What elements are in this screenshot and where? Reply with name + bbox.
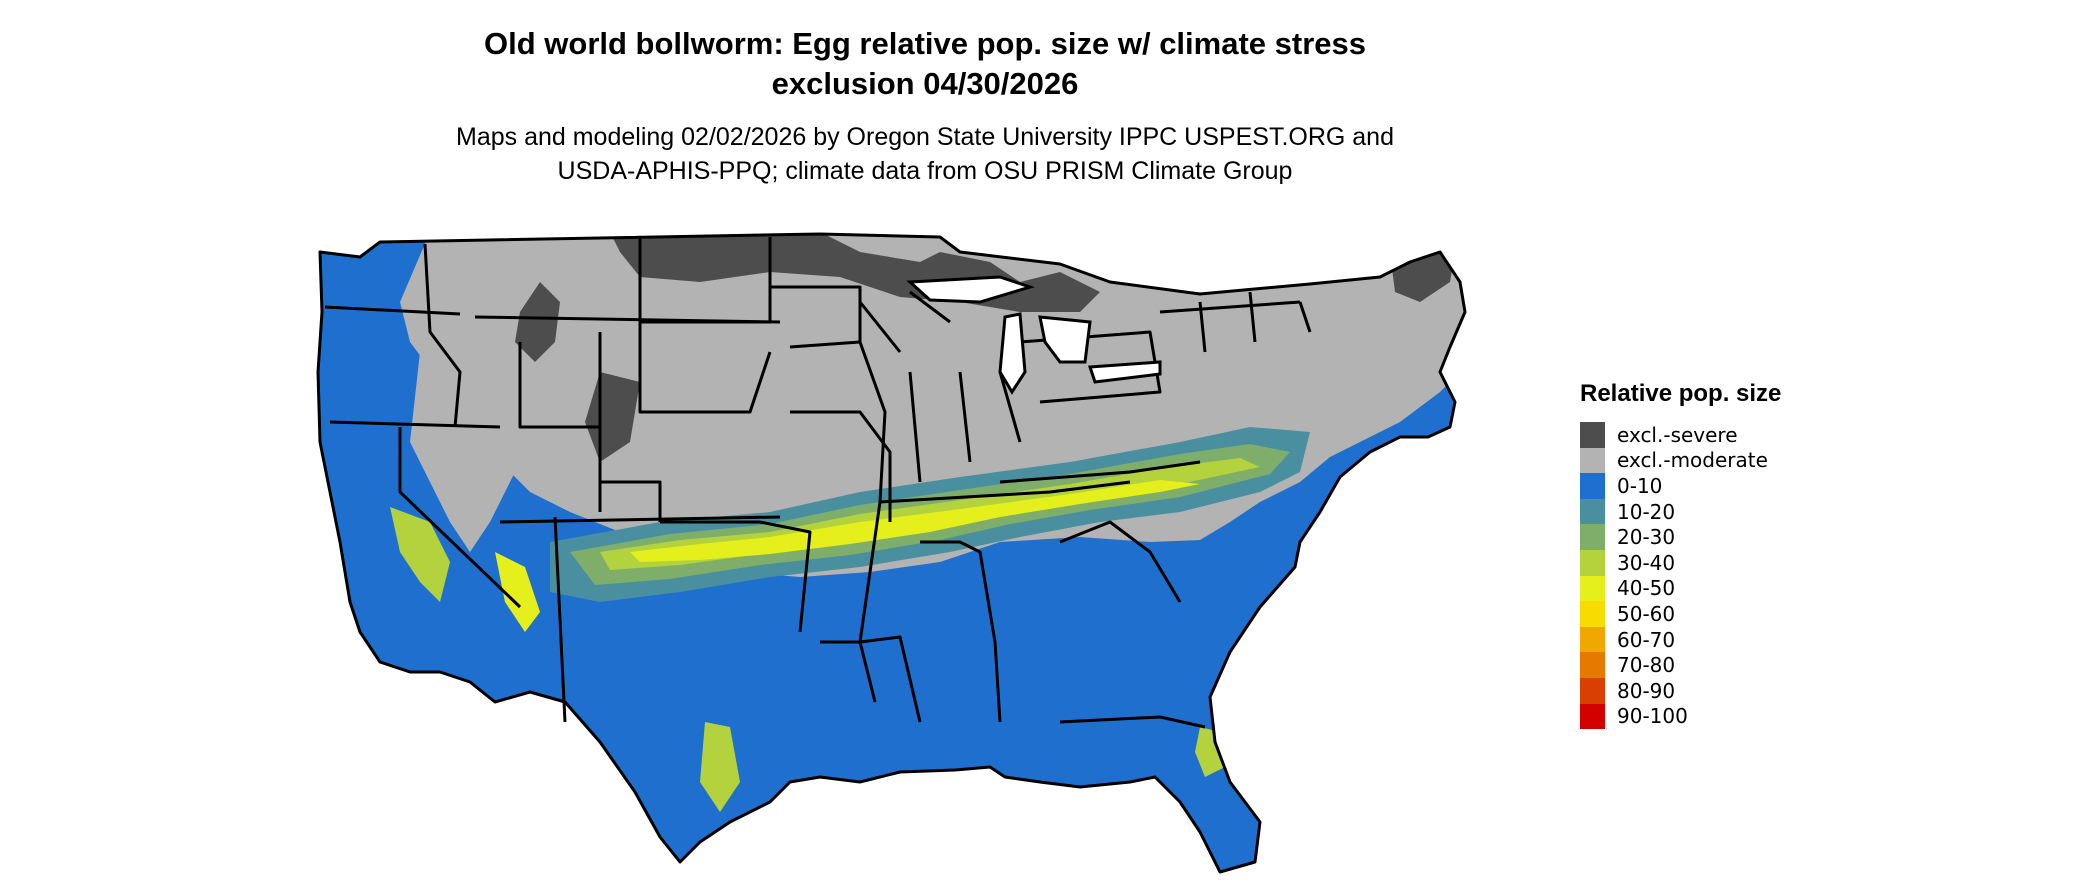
state-border-nd-sd xyxy=(638,237,772,324)
title-line-2: exclusion 04/30/2026 xyxy=(771,66,1079,101)
legend-swatch xyxy=(1580,677,1605,704)
state-border-nv-ca xyxy=(398,427,522,609)
legend-item: 0-10 xyxy=(1580,473,1781,499)
excl-moderate-west-region xyxy=(410,352,530,552)
legend-label: 10-20 xyxy=(1617,499,1676,524)
legend-swatch xyxy=(1580,549,1605,576)
lake-superior xyxy=(906,275,1035,304)
desert-arizona-region xyxy=(495,552,540,632)
state-border-il-in-oh xyxy=(908,371,1022,483)
legend-swatch xyxy=(1580,703,1605,730)
lake-erie xyxy=(1087,360,1162,384)
us-map xyxy=(316,232,1467,874)
state-border-ne-ks xyxy=(638,322,772,414)
subtitle-line-1: Maps and modeling 02/02/2026 by Oregon S… xyxy=(456,123,1394,151)
legend-label: 90-100 xyxy=(1617,704,1688,729)
lake-michigan xyxy=(998,312,1027,395)
legend-label: 80-90 xyxy=(1617,678,1676,703)
legend-item: excl.-moderate xyxy=(1580,447,1781,474)
legend-item: 30-40 xyxy=(1580,549,1781,576)
legend-item: 70-80 xyxy=(1580,652,1781,678)
state-border-or-ca xyxy=(329,420,501,429)
state-border-wa-or xyxy=(324,305,461,316)
excl-severe-mountain-region xyxy=(515,282,560,362)
state-border-va-nc xyxy=(999,460,1201,484)
desert-california-region xyxy=(390,507,450,602)
state-border-mo-ar xyxy=(790,410,892,522)
state-border-ut-az xyxy=(499,515,781,524)
lake-huron xyxy=(1038,315,1092,364)
legend-item: 60-70 xyxy=(1580,626,1781,653)
legend-label: excl.-severe xyxy=(1617,422,1738,447)
state-border-al-ga xyxy=(920,540,1002,723)
legend-item: 50-60 xyxy=(1580,601,1781,627)
legend-swatch xyxy=(1580,447,1605,474)
legend-label: 0-10 xyxy=(1617,473,1663,498)
state-border-fl xyxy=(1059,715,1206,729)
state-border-ok-tx xyxy=(660,520,812,633)
legend-label: 20-30 xyxy=(1617,525,1676,550)
state-border-wi-mi xyxy=(858,290,951,353)
legend-label: excl.-moderate xyxy=(1617,448,1768,473)
legend-swatch xyxy=(1580,652,1605,678)
legend-label: 50-60 xyxy=(1617,601,1676,626)
legend-label: 40-50 xyxy=(1617,576,1676,601)
legend-item: 90-100 xyxy=(1580,703,1781,730)
legend-item: 20-30 xyxy=(1580,524,1781,550)
legend-swatch xyxy=(1580,473,1605,499)
band-40-50-region xyxy=(630,480,1200,562)
map-subtitle: Maps and modeling 02/02/2026 by Oregon S… xyxy=(0,120,1850,188)
legend-swatch xyxy=(1580,524,1605,550)
legend-swatch xyxy=(1580,498,1605,525)
state-border-tn-ky xyxy=(879,480,1131,504)
state-border-mn-ia xyxy=(770,285,862,349)
state-border-new-england xyxy=(1159,291,1312,353)
legend-items: excl.-severe excl.-moderate 0-10 10-20 20-30… xyxy=(1580,422,1781,730)
map-title: Old world bollworm: Egg relative pop. si… xyxy=(0,24,1850,104)
legend-swatch xyxy=(1580,601,1605,627)
state-border-az-nm xyxy=(553,516,567,723)
legend-label: 60-70 xyxy=(1617,627,1676,652)
texas-coast-region xyxy=(700,722,740,812)
us-outline xyxy=(316,232,1467,874)
legend-item: 80-90 xyxy=(1580,677,1781,704)
legend-item: excl.-severe xyxy=(1580,422,1781,448)
state-border-sc-ga xyxy=(1059,520,1182,603)
state-border-co-east xyxy=(598,332,662,522)
legend-label: 70-80 xyxy=(1617,653,1676,678)
legend-swatch xyxy=(1580,575,1605,602)
legend-label: 30-40 xyxy=(1617,550,1676,575)
legend-item: 10-20 xyxy=(1580,498,1781,525)
legend-title: Relative pop. size xyxy=(1580,380,1782,407)
legend-swatch xyxy=(1580,422,1605,448)
subtitle-line-2: USDA-APHIS-PPQ; climate data from OSU PR… xyxy=(557,157,1293,185)
title-line-1: Old world bollworm: Egg relative pop. si… xyxy=(484,26,1366,61)
legend-swatch xyxy=(1580,626,1605,653)
state-border-mississippi xyxy=(858,341,887,703)
legend: Relative pop. size excl.-severe excl.-mod… xyxy=(1580,380,1782,730)
legend-item: 40-50 xyxy=(1580,575,1781,602)
state-border-la-ms xyxy=(820,635,922,723)
state-border-id-west xyxy=(423,243,462,428)
